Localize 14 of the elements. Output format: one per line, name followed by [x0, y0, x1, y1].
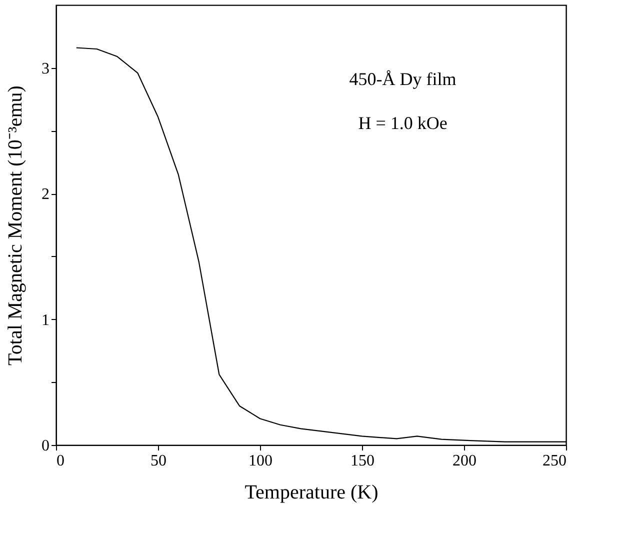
x-tick-label: 200	[452, 452, 476, 470]
x-tick-label: 150	[350, 452, 374, 470]
y-tick-label: 1	[42, 312, 50, 329]
y-axis-title: Total Magnetic Moment (10⁻³emu)	[4, 86, 26, 366]
x-tick-label: 50	[150, 452, 166, 470]
x-tick-label: 0	[56, 452, 64, 470]
annotation: H = 1.0 kOe	[358, 112, 448, 133]
x-tick-label: 250	[542, 452, 566, 470]
x-tick-label: 100	[248, 452, 272, 470]
annotation: 450-Å Dy film	[349, 68, 456, 89]
y-tick-label: 0	[42, 438, 50, 454]
y-tick-label: 2	[42, 186, 50, 204]
y-tick-label: 3	[42, 60, 50, 78]
x-axis-title: Temperature (K)	[244, 482, 378, 504]
